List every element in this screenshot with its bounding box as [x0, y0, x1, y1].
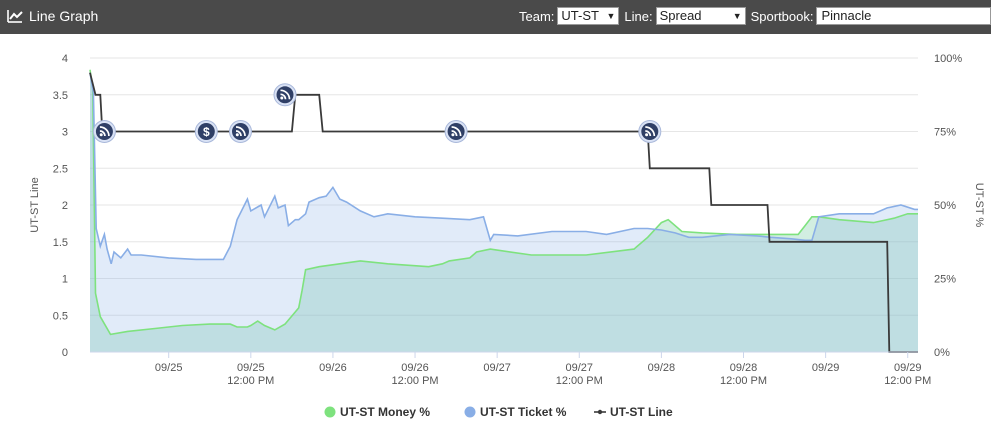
- rss-icon: [92, 120, 116, 143]
- x-tick-label: 09/25: [237, 362, 265, 374]
- line-select[interactable]: Spread ▼: [655, 7, 746, 25]
- y-left-tick-label: 0: [62, 347, 68, 359]
- line-select-value: Spread: [659, 8, 702, 23]
- rss-icon: [444, 120, 468, 143]
- y-left-tick-label: 1: [62, 274, 68, 286]
- y-left-tick-label: 4: [62, 53, 68, 65]
- team-select-value: UT-ST: [561, 8, 599, 23]
- rss-dot: [645, 133, 649, 137]
- money-pct-line: [89, 69, 918, 336]
- team-label: Team:: [519, 8, 555, 24]
- x-tick-label: 09/25: [155, 362, 183, 374]
- x-tick-label: 09/29: [894, 362, 922, 374]
- x-tick-label: 09/28: [730, 362, 758, 374]
- line-markers: $: [92, 83, 662, 143]
- y-right-tick-label: 0%: [934, 347, 950, 359]
- marker-disc: [447, 123, 465, 140]
- y-left-tick-label: 2.5: [53, 163, 68, 175]
- chart-header: Line Graph Team: UT-ST ▼ Line: Spread ▼ …: [0, 0, 991, 34]
- x-tick-label: 09/27: [483, 362, 511, 374]
- rss-arc-inner: [235, 130, 242, 137]
- legend-symbol: [324, 406, 336, 418]
- rss-arc-inner: [280, 93, 287, 100]
- series-areas: [90, 69, 918, 353]
- y-left-tick-label: 3: [62, 127, 68, 139]
- line-chart-icon: [7, 10, 23, 23]
- line-graph: $ 0 0.5 1 1.5 2 2.5 3 3.5 4 0% 25% 50% 75% 100% UT-ST …: [29, 53, 985, 419]
- legend-label: UT-ST Line: [610, 405, 673, 419]
- rss-arc-outer: [235, 126, 246, 137]
- rss-dot: [451, 133, 455, 137]
- rss-icon: [638, 120, 662, 143]
- rss-icon: [229, 120, 252, 143]
- y-left-tick-label: 2: [62, 200, 68, 212]
- sportsbook-input[interactable]: Pinnacle: [816, 7, 991, 25]
- legend-label: UT-ST Money %: [340, 405, 430, 419]
- legend-symbol: [464, 406, 476, 418]
- rss-arc-outer: [645, 126, 656, 137]
- sportsbook-label: Sportbook:: [750, 8, 814, 24]
- rss-dot: [235, 133, 239, 137]
- money-pct-area: [90, 69, 918, 353]
- y-right-tick-label: 100%: [934, 53, 962, 65]
- y-left-tick-label: 1.5: [53, 237, 68, 249]
- chevron-down-icon: ▼: [606, 11, 616, 21]
- y-right-tick-label: 75%: [934, 127, 956, 139]
- rss-arc-inner: [99, 130, 106, 137]
- x-tick-label-time: 12:00 PM: [227, 375, 274, 387]
- legend: UT-ST Money % UT-ST Ticket % UT-ST Line: [324, 405, 673, 419]
- rss-dot: [99, 133, 103, 137]
- marker-disc: [95, 123, 113, 140]
- x-tick-label: 09/28: [648, 362, 676, 374]
- y-right-tick-label: 25%: [934, 274, 956, 286]
- chart-title-text: Line Graph: [29, 8, 99, 24]
- y-left-tick-label: 3.5: [53, 90, 68, 102]
- line-label: Line:: [624, 8, 653, 24]
- rss-icon: [273, 83, 297, 107]
- marker-disc: [276, 86, 294, 104]
- ticket-pct-line: [89, 72, 918, 265]
- x-tick-label-time: 12:00 PM: [556, 375, 603, 387]
- legend-label: UT-ST Ticket %: [480, 405, 567, 419]
- x-tick-label-time: 12:00 PM: [884, 375, 931, 387]
- legend-item: UT-ST Ticket %: [464, 405, 567, 419]
- rss-arc-inner: [451, 130, 458, 137]
- rss-arc-inner: [645, 130, 652, 137]
- ticket-pct-area: [90, 72, 918, 352]
- team-select[interactable]: UT-ST ▼: [557, 7, 620, 25]
- chart-title: Line Graph: [7, 8, 98, 24]
- rss-dot: [280, 96, 284, 100]
- y-right-tick-label: 50%: [934, 200, 956, 212]
- legend-symbol-dot: [597, 409, 603, 415]
- legend-item: UT-ST Money %: [324, 405, 430, 419]
- marker-disc: [197, 123, 215, 140]
- y-left-tick-label: 0.5: [53, 310, 68, 322]
- x-tick-label-time: 12:00 PM: [720, 375, 767, 387]
- marker-disc: [232, 123, 249, 140]
- x-tick-label: 09/26: [319, 362, 347, 374]
- x-tick-label: 09/26: [401, 362, 429, 374]
- dollar-glyph: $: [203, 125, 210, 139]
- y-right-axis-title: UT-ST %: [973, 183, 985, 228]
- x-tick-label: 09/29: [812, 362, 840, 374]
- rss-arc-outer: [280, 89, 291, 100]
- x-tick-label: 09/27: [566, 362, 594, 374]
- chart-controls: Team: UT-ST ▼ Line: Spread ▼ Sportbook: …: [519, 7, 991, 25]
- legend-item: UT-ST Line: [594, 405, 673, 419]
- rss-arc-outer: [99, 126, 110, 137]
- dollar-icon: $: [194, 120, 218, 143]
- rss-arc-outer: [451, 126, 462, 137]
- y-left-axis-title: UT-ST Line: [29, 177, 41, 232]
- chevron-down-icon: ▼: [732, 11, 742, 21]
- axes: 0 0.5 1 1.5 2 2.5 3 3.5 4 0% 25% 50% 75% 100% UT-ST Li…: [29, 53, 985, 387]
- x-tick-label-time: 12:00 PM: [391, 375, 438, 387]
- marker-disc: [641, 123, 659, 140]
